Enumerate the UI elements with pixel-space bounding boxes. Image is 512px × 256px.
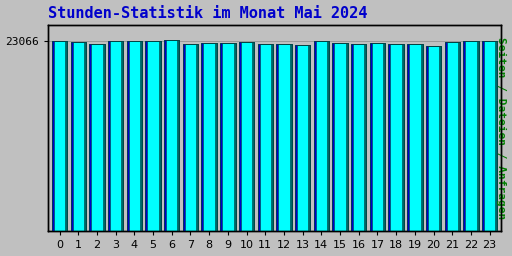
- Bar: [164, 40, 179, 231]
- Bar: [159, 41, 161, 231]
- Bar: [389, 44, 391, 231]
- Bar: [65, 40, 67, 231]
- Bar: [52, 40, 67, 231]
- Bar: [145, 41, 147, 231]
- Bar: [183, 44, 185, 231]
- Y-axis label: Seiten / Dateien / Anfragen: Seiten / Dateien / Anfragen: [497, 37, 506, 219]
- Bar: [121, 41, 123, 231]
- Bar: [444, 42, 446, 231]
- Bar: [314, 41, 329, 231]
- Bar: [89, 44, 104, 231]
- Bar: [458, 42, 460, 231]
- Bar: [426, 46, 428, 231]
- Bar: [202, 43, 203, 231]
- Bar: [258, 44, 260, 231]
- Bar: [332, 43, 334, 231]
- Bar: [420, 44, 422, 231]
- Bar: [215, 43, 217, 231]
- Bar: [290, 44, 292, 231]
- Bar: [463, 41, 465, 231]
- Bar: [164, 40, 166, 231]
- Bar: [351, 44, 353, 231]
- Bar: [126, 41, 142, 231]
- Bar: [84, 42, 86, 231]
- Bar: [426, 46, 441, 231]
- Bar: [482, 41, 484, 231]
- Bar: [220, 43, 222, 231]
- Bar: [365, 44, 367, 231]
- Bar: [444, 42, 460, 231]
- Bar: [327, 41, 329, 231]
- Bar: [308, 45, 310, 231]
- Bar: [314, 41, 316, 231]
- Bar: [295, 45, 297, 231]
- Bar: [370, 43, 385, 231]
- Bar: [332, 43, 348, 231]
- Bar: [407, 44, 422, 231]
- Bar: [126, 41, 129, 231]
- Bar: [389, 44, 404, 231]
- Bar: [495, 41, 497, 231]
- Bar: [183, 44, 198, 231]
- Bar: [202, 43, 217, 231]
- Bar: [477, 41, 479, 231]
- Bar: [239, 42, 241, 231]
- Bar: [351, 44, 367, 231]
- Bar: [252, 42, 254, 231]
- Bar: [463, 41, 479, 231]
- Bar: [108, 41, 123, 231]
- Bar: [52, 40, 54, 231]
- Bar: [383, 43, 385, 231]
- Bar: [196, 44, 198, 231]
- Bar: [402, 44, 404, 231]
- Bar: [178, 40, 179, 231]
- Bar: [295, 45, 310, 231]
- Bar: [276, 44, 292, 231]
- Bar: [276, 44, 279, 231]
- Text: Stunden-Statistik im Monat Mai 2024: Stunden-Statistik im Monat Mai 2024: [48, 6, 368, 20]
- Bar: [89, 44, 91, 231]
- Bar: [220, 43, 236, 231]
- Bar: [71, 42, 73, 231]
- Bar: [140, 41, 142, 231]
- Bar: [407, 44, 409, 231]
- Bar: [108, 41, 110, 231]
- Bar: [370, 43, 372, 231]
- Bar: [239, 42, 254, 231]
- Bar: [145, 41, 161, 231]
- Bar: [102, 44, 104, 231]
- Bar: [71, 42, 86, 231]
- Bar: [271, 44, 273, 231]
- Bar: [346, 43, 348, 231]
- Bar: [439, 46, 441, 231]
- Bar: [482, 41, 497, 231]
- Bar: [258, 44, 273, 231]
- Bar: [233, 43, 236, 231]
